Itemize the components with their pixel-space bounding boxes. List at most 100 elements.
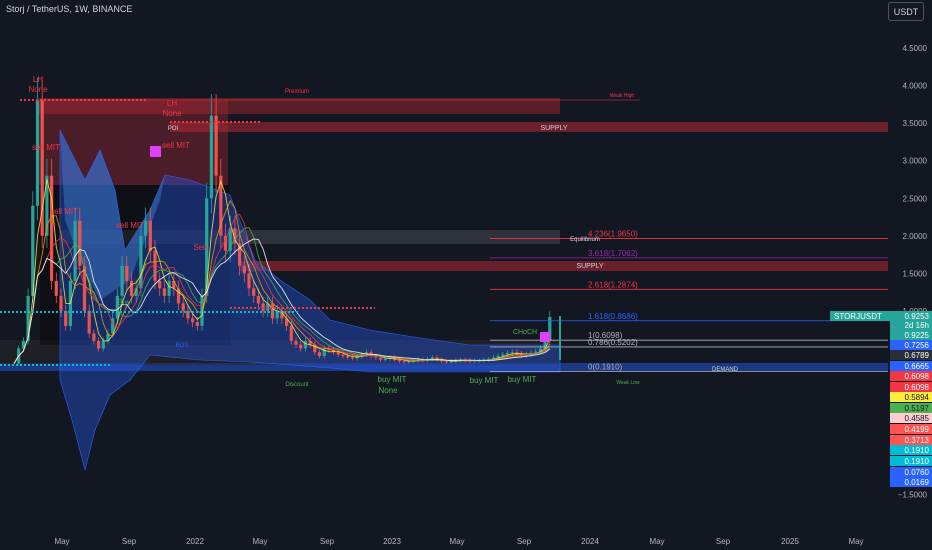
y-tick-label: 2.5000 xyxy=(903,194,928,203)
fib-level-label: 0(0.1910) xyxy=(588,363,623,372)
x-tick-label: May xyxy=(848,537,863,546)
candle-body xyxy=(242,265,246,274)
candle-body xyxy=(313,344,317,353)
candle-body xyxy=(402,361,406,363)
price-tag xyxy=(890,330,932,340)
demand-zone xyxy=(0,363,888,371)
x-tick-label: Sep xyxy=(517,537,532,546)
x-tick-label: May xyxy=(449,537,464,546)
price-tag-value: 0.9225 xyxy=(905,331,930,340)
candle-body xyxy=(186,310,190,319)
candle-body xyxy=(444,361,448,363)
sell-marker xyxy=(540,332,550,342)
price-tag-value: 0.3713 xyxy=(905,436,930,445)
candle-body xyxy=(294,340,298,345)
price-tag xyxy=(890,340,932,350)
price-tag xyxy=(890,382,932,392)
signal-annotation: buy MIT xyxy=(508,375,537,384)
price-tag-value: 0.1910 xyxy=(905,457,930,466)
price-tag-value: 0.4199 xyxy=(905,425,930,434)
candle-body xyxy=(548,316,552,341)
signal-annotation: sell MIT xyxy=(162,141,190,150)
candle-body xyxy=(379,357,383,360)
candle-body xyxy=(115,295,119,319)
candle-body xyxy=(317,352,322,356)
candle-body xyxy=(285,318,289,326)
zone-label: Weak Low xyxy=(616,380,640,386)
candle-body xyxy=(346,355,350,358)
y-tick-label: −1.5000 xyxy=(898,491,928,500)
price-tag-symbol: STORJUSDT xyxy=(834,312,882,321)
candle-body xyxy=(181,303,185,311)
candle-body xyxy=(144,220,148,236)
candle-body xyxy=(336,352,340,355)
price-tag xyxy=(890,467,932,477)
candle-body xyxy=(50,175,54,281)
signal-annotation: sell MIT xyxy=(32,143,60,152)
candle-body xyxy=(97,340,101,349)
signal-annotation: buy MIT xyxy=(470,376,499,385)
candle-body xyxy=(35,100,40,206)
candle-body xyxy=(54,280,58,296)
candle-body xyxy=(40,100,44,236)
candle-body xyxy=(78,220,82,266)
y-tick-label: 4.5000 xyxy=(903,44,928,53)
price-tag-value: 0.6098 xyxy=(905,383,930,392)
candles xyxy=(17,77,552,366)
candle-body xyxy=(73,220,77,281)
candle-body xyxy=(252,288,256,296)
x-tick-label: May xyxy=(649,537,664,546)
candle-body xyxy=(228,228,232,251)
candle-body xyxy=(374,355,378,358)
signal-annotation: None xyxy=(28,85,48,94)
candle-body xyxy=(496,355,500,358)
price-tag-value: 0.1910 xyxy=(905,446,930,455)
candle-body xyxy=(26,295,30,341)
zone-label: POI xyxy=(168,126,179,132)
candle-body xyxy=(308,340,312,345)
candle-body xyxy=(397,359,401,362)
candle-body xyxy=(238,243,242,266)
band-upper-fill xyxy=(60,130,165,300)
x-tick-label: Sep xyxy=(320,537,335,546)
price-tag-value: 0.9253 xyxy=(905,312,930,321)
candle-body xyxy=(350,357,354,359)
candle-body xyxy=(82,265,87,311)
moving-average-line xyxy=(13,238,551,364)
candle-body xyxy=(195,322,199,326)
candle-body xyxy=(205,198,209,296)
price-tag xyxy=(890,350,932,360)
candle-body xyxy=(209,115,213,199)
chart-title: Storj / TetherUS, 1W, BINANCE xyxy=(6,4,133,14)
candle-body xyxy=(21,340,25,349)
candle-body xyxy=(200,295,204,326)
price-tag-value: 0.6098 xyxy=(905,372,930,381)
candle-body xyxy=(191,318,195,323)
currency-button[interactable]: USDT xyxy=(888,2,924,21)
price-tag xyxy=(890,403,932,413)
candle-body xyxy=(129,280,134,296)
x-tick-label: Sep xyxy=(716,537,731,546)
price-tag xyxy=(890,435,932,445)
price-tag-value: 2d 16h xyxy=(905,321,929,330)
candle-body xyxy=(214,115,218,176)
candle-body xyxy=(172,280,176,289)
zone-label: Weak High xyxy=(610,93,635,99)
x-tick-label: 2024 xyxy=(581,537,599,546)
candle-body xyxy=(176,288,181,304)
candle-body xyxy=(270,303,275,319)
x-tick-label: Sep xyxy=(122,537,137,546)
fib-level-label: 1.618(0.8686) xyxy=(588,312,638,321)
signal-annotation: None xyxy=(162,109,182,118)
candle-body xyxy=(31,205,35,296)
candle-body xyxy=(101,340,105,349)
candle-body xyxy=(364,352,369,355)
x-tick-label: May xyxy=(252,537,267,546)
zone-label: CHoCH xyxy=(513,329,537,336)
candle-body xyxy=(256,295,260,304)
y-tick-label: 3.5000 xyxy=(903,119,928,128)
candle-body xyxy=(219,175,223,236)
candle-body xyxy=(139,235,143,289)
fib-level-label: 2.618(1.2874) xyxy=(588,280,638,289)
